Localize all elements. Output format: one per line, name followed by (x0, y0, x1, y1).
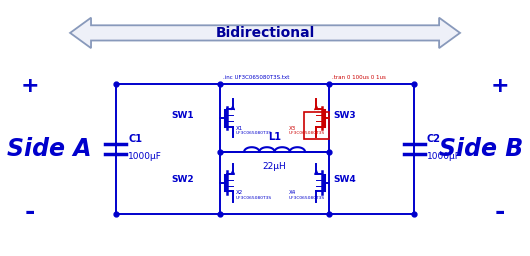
Text: 22μH: 22μH (263, 162, 286, 171)
Text: .tran 0 100us 0 1us: .tran 0 100us 0 1us (332, 74, 385, 80)
Text: UF3C065080T3S: UF3C065080T3S (235, 196, 272, 200)
Text: X2: X2 (235, 190, 243, 195)
Text: -: - (25, 200, 36, 224)
Text: X1: X1 (235, 126, 243, 131)
Polygon shape (70, 18, 460, 48)
Text: 1000μF: 1000μF (128, 152, 162, 161)
Text: C1: C1 (128, 134, 142, 144)
Text: X3: X3 (289, 126, 296, 131)
Text: SW4: SW4 (333, 175, 356, 184)
Text: 1000μF: 1000μF (427, 152, 461, 161)
Text: Side B: Side B (439, 137, 523, 161)
Text: SW1: SW1 (171, 111, 194, 120)
Text: -: - (495, 200, 505, 224)
Text: UF3C065080T3S: UF3C065080T3S (289, 131, 325, 135)
Text: +: + (21, 76, 39, 96)
Text: Side A: Side A (7, 137, 92, 161)
Text: L1: L1 (268, 132, 281, 142)
Text: X4: X4 (289, 190, 296, 195)
Text: SW3: SW3 (333, 111, 356, 120)
Text: UF3C065080T3S: UF3C065080T3S (289, 196, 325, 200)
Text: .inc UF3C065080T3S.txt: .inc UF3C065080T3S.txt (223, 74, 289, 80)
Bar (304, 112, 329, 139)
Text: UF3C065080T3S: UF3C065080T3S (235, 131, 272, 135)
Text: C2: C2 (427, 134, 441, 144)
Text: +: + (491, 76, 509, 96)
Text: Bidirectional: Bidirectional (215, 26, 315, 40)
Text: SW2: SW2 (171, 175, 194, 184)
